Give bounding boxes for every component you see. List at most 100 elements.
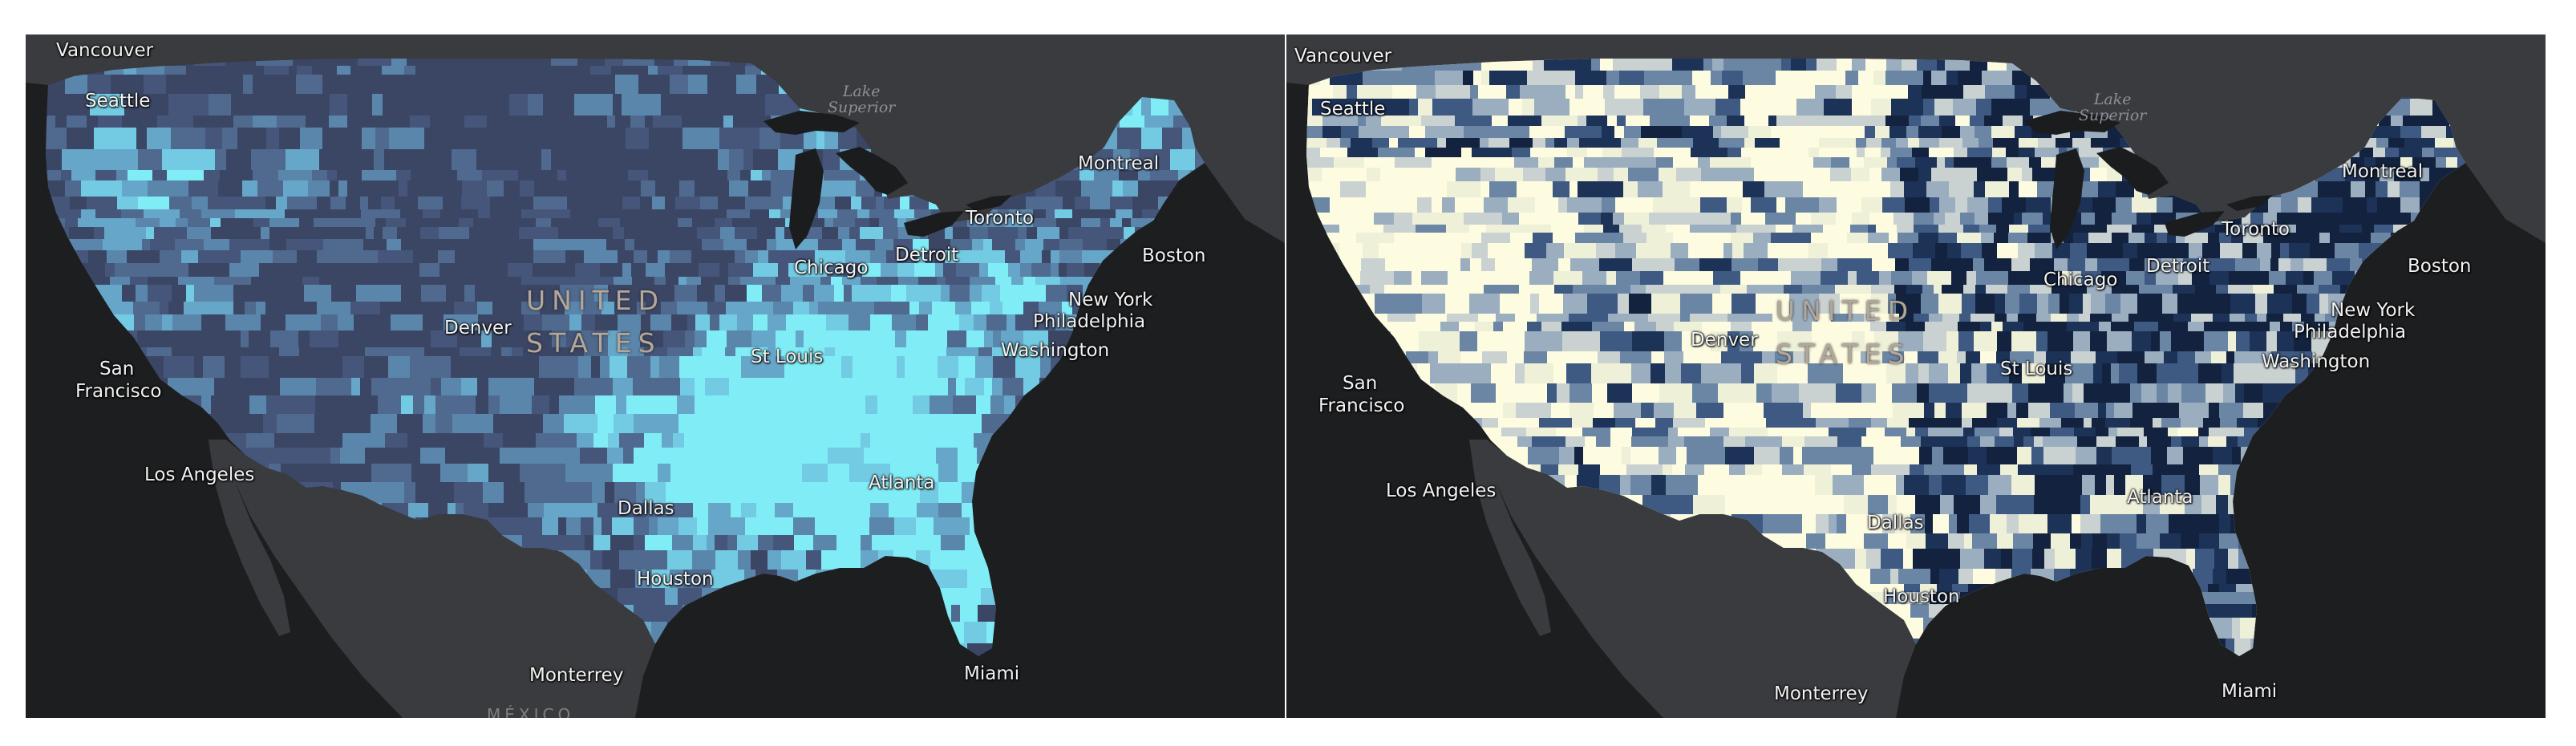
label-new-york: New York — [1068, 290, 1153, 310]
county-cell — [1938, 225, 1964, 233]
county-cell — [1441, 233, 1482, 244]
county-cell — [886, 250, 907, 264]
county-cell — [1641, 126, 1683, 139]
county-cell — [1871, 464, 1887, 476]
county-cell — [1812, 322, 1839, 332]
county-cell — [825, 395, 840, 415]
county-cell — [1065, 180, 1082, 197]
county-cell — [2016, 403, 2029, 419]
county-cell — [913, 395, 930, 415]
county-cell — [909, 302, 920, 315]
county-cell — [713, 433, 735, 448]
county-cell — [743, 464, 754, 483]
county-cell — [1700, 197, 1727, 213]
county-cell — [399, 277, 408, 286]
county-cell — [718, 414, 734, 434]
county-cell — [542, 116, 580, 128]
county-cell — [579, 116, 608, 128]
county-cell — [1837, 514, 1847, 534]
county-cell — [763, 395, 780, 415]
left-map-panel[interactable]: Vancouver Seattle San Francisco Los Ange… — [26, 34, 1285, 718]
county-cell — [1565, 436, 1586, 448]
county-cell — [302, 277, 320, 286]
county-cell — [1606, 271, 1617, 286]
county-cell — [2226, 569, 2242, 585]
great-lakes — [763, 111, 1012, 249]
county-cell — [1802, 447, 1827, 465]
county-cell — [1977, 464, 2001, 476]
county-cell — [779, 395, 794, 415]
county-cell — [1843, 533, 1865, 549]
left-map-svg[interactable] — [26, 34, 1285, 718]
county-cell — [728, 395, 740, 415]
county-cell — [545, 209, 571, 219]
right-map-svg[interactable] — [1286, 34, 2546, 718]
county-cell — [2314, 271, 2333, 286]
county-cell — [2179, 322, 2189, 332]
county-cell — [371, 330, 396, 348]
county-cell — [1059, 227, 1069, 240]
county-cell — [695, 356, 719, 379]
county-cell — [1869, 363, 1887, 384]
county-cell — [670, 570, 684, 589]
county-cell — [1651, 475, 1667, 496]
county-cell — [745, 197, 757, 210]
label-houston: Houston — [637, 569, 714, 590]
county-cell — [621, 330, 641, 348]
county-cell — [1600, 331, 1633, 352]
county-cell — [1361, 197, 1387, 213]
county-cell — [608, 433, 620, 448]
county-cell — [563, 180, 577, 197]
county-cell — [1525, 363, 1554, 384]
county-cell — [255, 66, 265, 75]
county-cell — [1904, 475, 1930, 496]
county-cell — [2335, 213, 2354, 225]
county-cell — [1966, 271, 1977, 286]
county-cell — [1023, 302, 1039, 315]
county-cell — [374, 433, 386, 448]
county-cell — [808, 277, 821, 286]
county-cell — [919, 347, 936, 357]
label-san-francisco-line2: Francisco — [75, 381, 162, 402]
county-cell — [1619, 225, 1642, 233]
county-cell — [2173, 285, 2196, 294]
county-cell — [1547, 383, 1557, 403]
county-cell — [1416, 225, 1447, 233]
county-cell — [1322, 116, 1359, 127]
county-cell — [338, 314, 354, 331]
county-cell — [824, 218, 834, 228]
county-cell — [1939, 116, 1956, 127]
county-cell — [1976, 99, 1992, 116]
county-cell — [643, 550, 668, 570]
county-cell — [680, 378, 695, 396]
county-cell — [599, 149, 618, 171]
county-cell — [958, 356, 976, 379]
county-cell — [661, 218, 678, 228]
county-cell — [613, 94, 622, 116]
county-cell — [788, 263, 811, 278]
county-cell — [683, 464, 692, 483]
county-cell — [1081, 180, 1104, 197]
county-cell — [551, 149, 561, 171]
county-cell — [198, 227, 212, 240]
county-cell — [1812, 331, 1830, 352]
county-cell — [836, 414, 849, 434]
county-cell — [965, 378, 985, 396]
county-cell — [1373, 271, 1395, 286]
county-cell — [2084, 418, 2092, 428]
county-cell — [1306, 148, 1321, 158]
county-cell — [2165, 243, 2178, 259]
county-cell — [1162, 128, 1183, 150]
county-cell — [279, 128, 301, 150]
county-cell — [704, 209, 727, 219]
county-cell — [149, 263, 170, 278]
right-map-panel[interactable]: Vancouver Seattle San Francisco Los Ange… — [1286, 34, 2546, 718]
county-cell — [210, 218, 221, 228]
county-cell — [1056, 218, 1073, 228]
county-cell — [65, 180, 82, 197]
county-cell — [2090, 331, 2108, 352]
county-cell — [2351, 233, 2371, 244]
county-cell — [1793, 447, 1803, 465]
label-monterrey: Monterrey — [529, 665, 624, 686]
county-cell — [1455, 197, 1484, 213]
